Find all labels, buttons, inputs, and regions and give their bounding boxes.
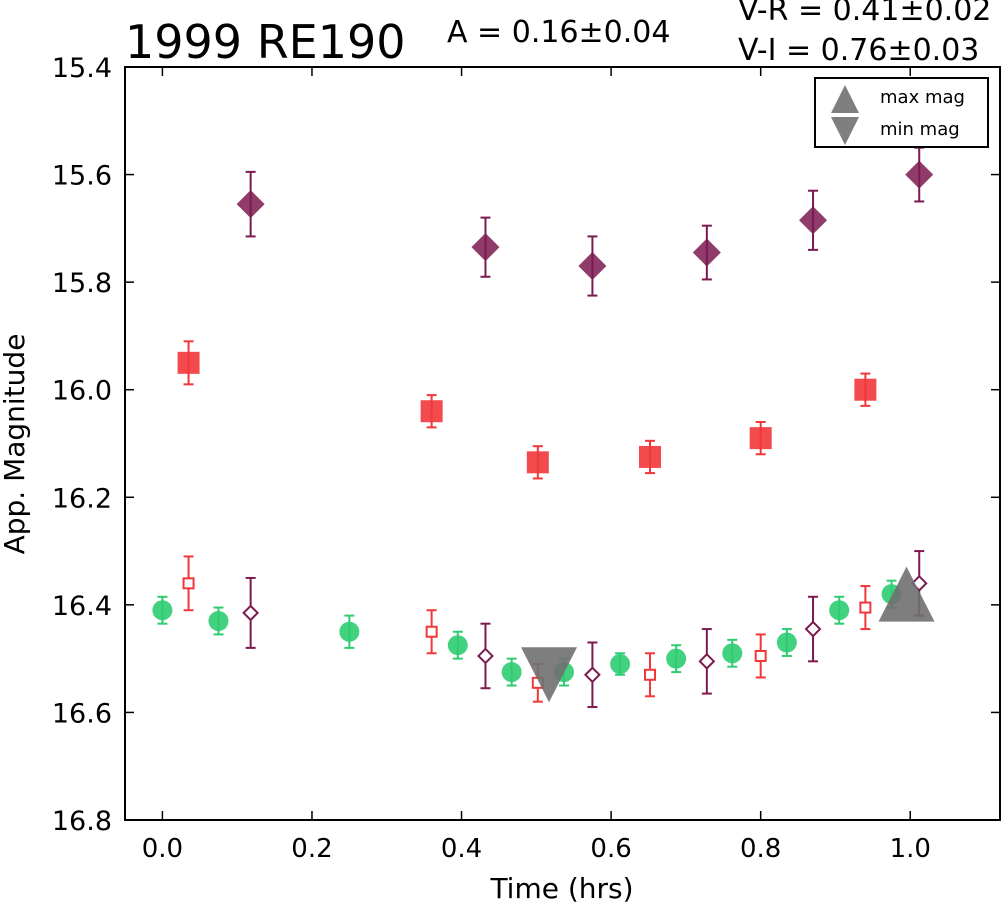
y-tick-label: 15.6: [52, 161, 112, 192]
data-point-diamond: [471, 233, 500, 262]
data-point-circle: [152, 600, 173, 621]
data-point-circle: [829, 600, 850, 621]
data-point-circle: [447, 635, 468, 656]
extrema-markers: [521, 566, 935, 703]
y-tick-label: 16.0: [52, 376, 112, 407]
data-point-diamond: [236, 190, 265, 219]
axis-ticks: 0.0 0.2 0.4 0.6 0.8 1.0 15.4 15.6 15.8 16.0 16.2 16…: [52, 53, 1000, 864]
legend: max mag min mag: [814, 77, 989, 148]
y-tick-label: 16.8: [52, 806, 112, 837]
plot-area-frame: [124, 66, 1001, 821]
data-point-open-square: [425, 625, 438, 638]
data-point-circle: [776, 632, 797, 653]
max-mag-marker: [878, 566, 935, 622]
x-tick-label: 0.4: [441, 834, 482, 864]
data-point-diamond: [578, 252, 607, 281]
color-index-vi: V-I = 0.76±0.03: [738, 33, 979, 68]
data-point-circle: [722, 643, 743, 664]
data-point-square: [639, 445, 661, 468]
data-point-open-square: [182, 577, 195, 590]
data-point-open-square: [644, 668, 656, 681]
legend-min-mag-label: min mag: [880, 119, 960, 140]
min-mag-marker: [521, 647, 578, 703]
x-tick-label: 0.2: [291, 834, 332, 864]
data-point-square: [420, 400, 443, 423]
data-point-square: [526, 451, 549, 474]
chart-title: 1999 RE190: [125, 15, 406, 69]
amplitude-label: A = 0.16±0.04: [447, 15, 670, 50]
data-point-circle: [610, 654, 631, 675]
x-tick-label: 0.8: [740, 834, 781, 864]
data-markers: [152, 160, 934, 689]
data-point-open-diamond: [804, 620, 822, 638]
data-point-circle: [339, 621, 360, 642]
data-point-circle: [666, 648, 687, 669]
x-tick-label: 1.0: [890, 834, 931, 864]
legend-min-mag-icon: [831, 117, 859, 145]
data-point-square: [749, 427, 772, 450]
color-index-vr: V-R = 0.41±0.02: [738, 0, 991, 28]
data-point-square: [854, 378, 877, 401]
data-point-open-square: [754, 649, 767, 662]
x-tick-label: 0.6: [590, 834, 631, 864]
x-axis-label: Time (hrs): [489, 872, 633, 904]
data-point-open-diamond: [584, 666, 601, 684]
y-tick-label: 16.6: [52, 698, 112, 729]
data-point-open-diamond: [242, 604, 260, 622]
data-point-open-square: [859, 601, 872, 614]
legend-max-mag-label: max mag: [880, 87, 965, 108]
data-point-circle: [501, 662, 522, 683]
data-point-diamond: [799, 206, 828, 235]
legend-max-mag-icon: [831, 85, 859, 113]
data-point-circle: [208, 610, 229, 631]
y-tick-label: 16.4: [52, 591, 112, 622]
data-point-square: [177, 351, 200, 374]
data-point-open-diamond: [698, 652, 716, 670]
y-tick-label: 15.8: [52, 268, 112, 299]
y-tick-label: 15.4: [52, 53, 112, 84]
data-point-diamond: [692, 238, 721, 267]
x-tick-label: 0.0: [142, 834, 183, 864]
y-axis-label: App. Magnitude: [0, 334, 31, 555]
data-point-diamond: [905, 160, 934, 189]
data-point-open-diamond: [477, 647, 494, 665]
y-tick-label: 16.2: [52, 483, 112, 514]
